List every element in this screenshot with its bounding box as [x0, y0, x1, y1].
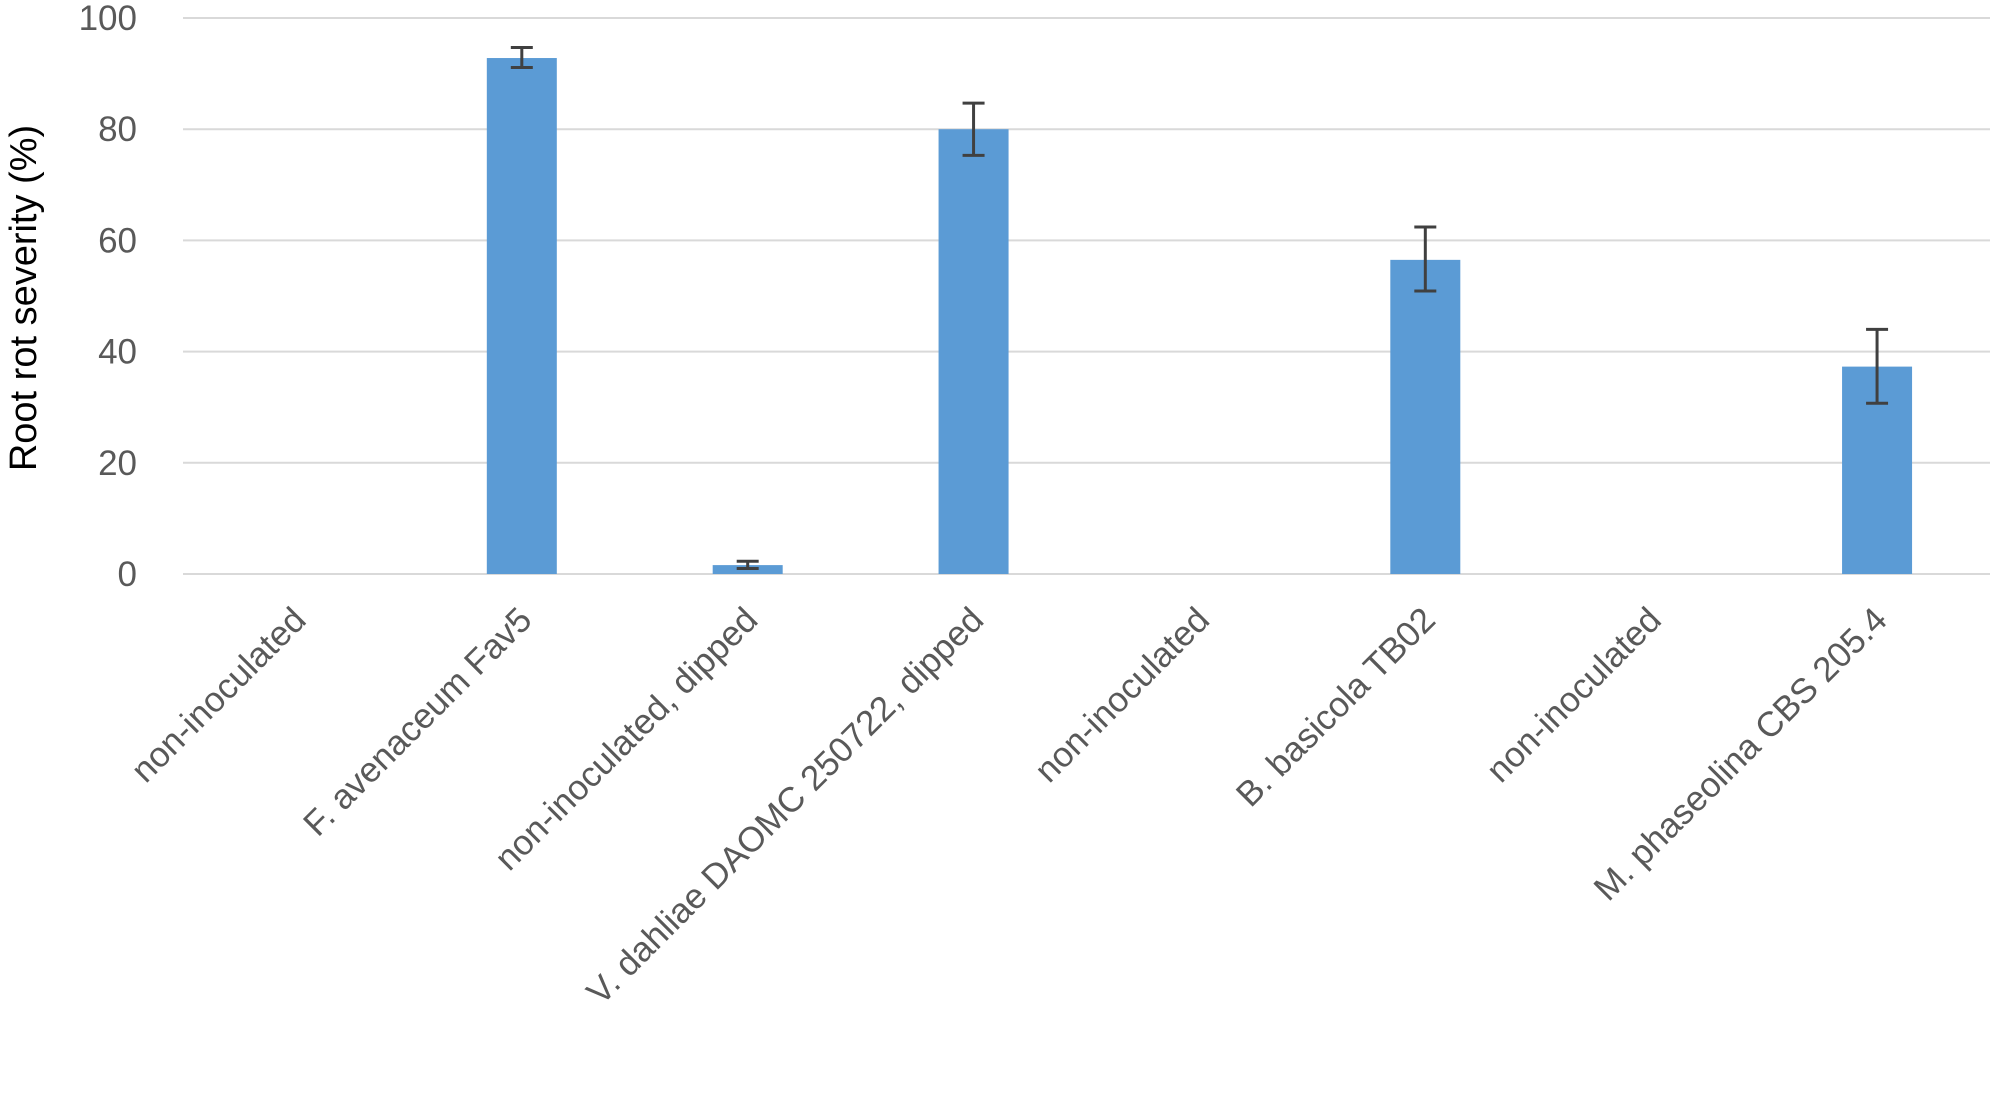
bar: [1390, 259, 1461, 574]
y-axis-label: Root rot severity (%): [3, 125, 45, 471]
y-tick-labels: 0 20 40 60 80 100: [79, 0, 137, 594]
y-tick-label: 100: [79, 0, 137, 38]
bars: [486, 58, 1913, 575]
x-tick-label: non-inoculated, dipped: [487, 600, 765, 878]
y-tick-label: 0: [118, 555, 137, 594]
x-tick-label: B. basicola TB02: [1229, 600, 1443, 814]
bar: [938, 129, 1009, 574]
x-tick-label: non-inoculated: [1027, 600, 1217, 790]
y-tick-label: 80: [98, 110, 137, 149]
x-tick-label: V. dahliae DAOMC 250722, dipped: [579, 600, 991, 1012]
x-tick-label: non-inoculated: [124, 600, 314, 790]
y-tick-label: 20: [98, 444, 137, 483]
error-bars: [510, 45, 1889, 570]
x-tick-label: non-inoculated: [1479, 600, 1669, 790]
gridlines: [183, 17, 1990, 464]
y-tick-label: 40: [98, 333, 137, 372]
y-tick-label: 60: [98, 221, 137, 260]
bar: [486, 58, 557, 575]
x-tick-label: F. avenaceum Fav5: [296, 600, 540, 844]
